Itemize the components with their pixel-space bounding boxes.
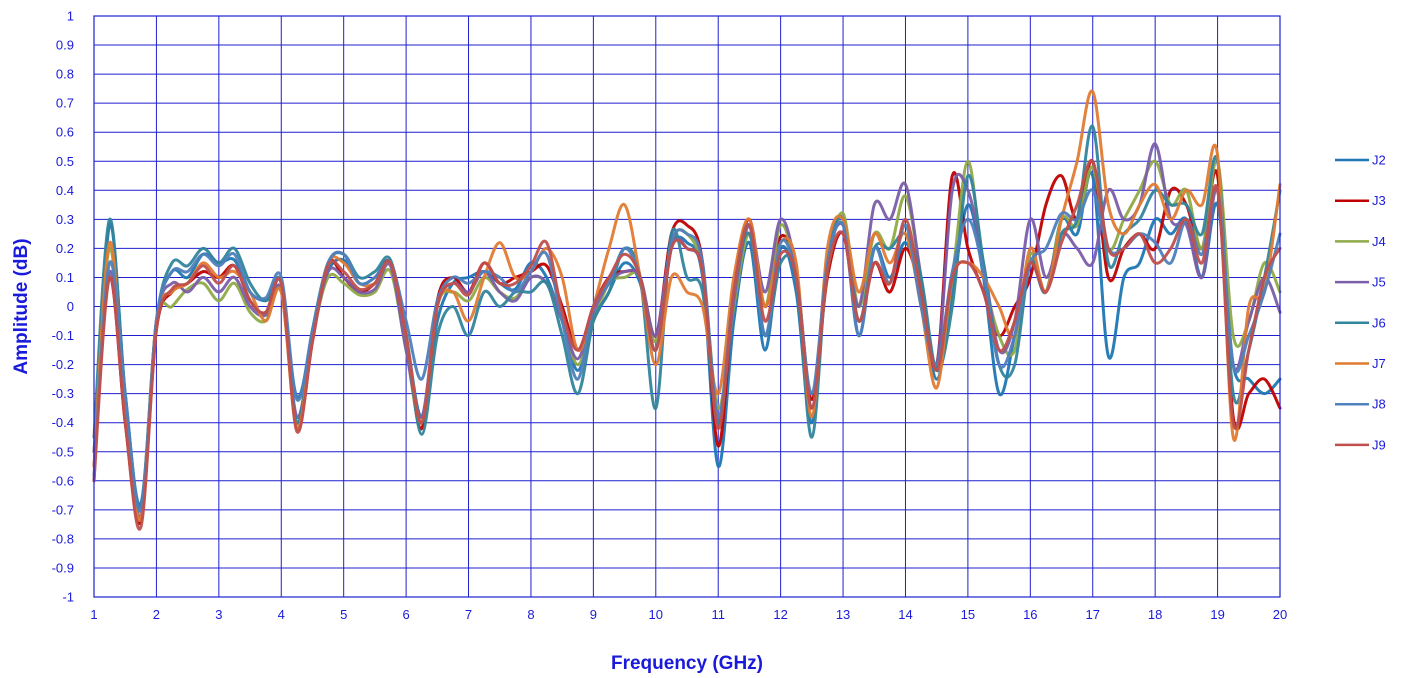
legend-label-j4: J4: [1372, 234, 1386, 249]
x-tick-label: 10: [649, 607, 663, 622]
y-tick-label: -1: [62, 590, 74, 605]
x-tick-label: 13: [836, 607, 850, 622]
y-tick-label: 0.7: [56, 96, 74, 111]
y-tick-labels: -1 -0.9 -0.8 -0.7 -0.6 -0.5 -0.4 -0.3 -0.2 -0.1 0 0…: [52, 9, 74, 605]
y-tick-label: 0.6: [56, 125, 74, 140]
y-tick-label: -0.1: [52, 328, 74, 343]
series-line-j7: [92, 89, 1282, 522]
y-tick-label: -0.6: [52, 473, 74, 488]
series-layer: [92, 89, 1282, 531]
y-tick-label: -0.5: [52, 444, 74, 459]
legend-label-j5: J5: [1372, 275, 1386, 290]
plot-frame: [93, 15, 1281, 598]
x-tick-label: 20: [1273, 607, 1287, 622]
x-tick-label: 17: [1086, 607, 1100, 622]
x-tick-label: 8: [527, 607, 534, 622]
series-line-j8: [92, 186, 1282, 513]
x-tick-label: 4: [278, 607, 285, 622]
y-tick-label: -0.7: [52, 502, 74, 517]
legend-label-j9: J9: [1372, 437, 1386, 452]
y-tick-label: -0.4: [52, 415, 74, 430]
y-tick-label: 1: [67, 9, 74, 24]
x-tick-label: 5: [340, 607, 347, 622]
y-tick-label: -0.8: [52, 531, 74, 546]
x-tick-label: 15: [961, 607, 975, 622]
y-tick-label: 0.1: [56, 270, 74, 285]
y-tick-label: 0.4: [56, 183, 74, 198]
x-tick-label: 7: [465, 607, 472, 622]
series-line-j9: [92, 159, 1282, 531]
y-tick-label: -0.2: [52, 357, 74, 372]
legend-label-j6: J6: [1372, 315, 1386, 330]
legend-label-j2: J2: [1372, 153, 1386, 168]
y-tick-label: 0.2: [56, 241, 74, 256]
grid: [93, 15, 1281, 598]
y-tick-label: 0.5: [56, 154, 74, 169]
legend: J2 J3 J4 J5 J6 J7 J8 J9: [1335, 153, 1386, 452]
x-tick-label: 16: [1023, 607, 1037, 622]
y-tick-label: 0.9: [56, 38, 74, 53]
y-tick-label: -0.3: [52, 386, 74, 401]
x-tick-label: 9: [590, 607, 597, 622]
x-tick-label: 3: [215, 607, 222, 622]
x-tick-label: 18: [1148, 607, 1162, 622]
y-axis-title: Amplitude (dB): [11, 238, 32, 374]
legend-label-j3: J3: [1372, 193, 1386, 208]
x-axis-title: Frequency (GHz): [611, 653, 763, 674]
legend-label-j8: J8: [1372, 397, 1386, 412]
x-tick-label: 2: [153, 607, 160, 622]
y-tick-label: 0: [67, 299, 74, 314]
x-tick-label: 19: [1210, 607, 1224, 622]
x-tick-label: 14: [898, 607, 912, 622]
x-tick-labels: 1 2 3 4 5 6 7 8 9 10 11 12 13 14 15 16 17 18 19 20: [90, 607, 1287, 622]
x-tick-label: 11: [711, 607, 725, 622]
legend-label-j7: J7: [1372, 356, 1386, 371]
x-tick-label: 12: [773, 607, 787, 622]
y-tick-label: -0.9: [52, 560, 74, 575]
y-tick-label: 0.8: [56, 67, 74, 82]
y-tick-label: 0.3: [56, 212, 74, 227]
x-tick-label: 1: [90, 607, 97, 622]
x-tick-label: 6: [402, 607, 409, 622]
